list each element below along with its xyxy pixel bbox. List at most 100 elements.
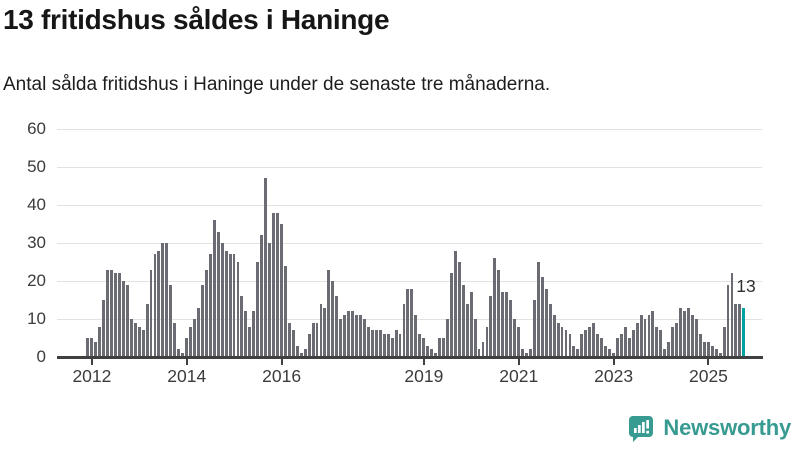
bar (311, 322, 315, 357)
bar (402, 303, 406, 357)
bar (276, 212, 279, 357)
x-axis-tick (422, 359, 425, 365)
bar (114, 273, 117, 357)
bar (106, 269, 109, 357)
bar (343, 315, 347, 357)
bar (98, 326, 102, 357)
bar (94, 341, 98, 357)
bar (137, 326, 141, 357)
bar (722, 326, 726, 357)
bar (394, 330, 398, 357)
bar (347, 311, 351, 357)
y-axis-tick-label: 30 (27, 233, 46, 252)
gridline-layer (57, 128, 762, 357)
bar (244, 311, 248, 357)
bar (493, 258, 497, 357)
bar (525, 353, 528, 357)
bar (548, 303, 552, 357)
bar (165, 243, 169, 357)
bar (528, 349, 532, 357)
y-axis-tick-label: 20 (27, 271, 46, 290)
bar (544, 288, 548, 357)
bar (189, 326, 192, 357)
bar (655, 326, 659, 357)
bar (485, 326, 489, 357)
x-axis-tick-label: 2014 (167, 366, 207, 386)
gridline (57, 318, 762, 320)
bar (295, 345, 299, 357)
bar (291, 330, 295, 357)
bar (335, 296, 339, 357)
bar (623, 326, 627, 357)
bar (102, 300, 106, 357)
bar (390, 338, 394, 357)
bar (580, 334, 584, 357)
bar (410, 288, 414, 357)
bar (303, 349, 307, 357)
bar (584, 330, 588, 357)
bar (426, 345, 430, 357)
bar (691, 315, 694, 357)
bar (521, 349, 524, 357)
bar (331, 281, 335, 357)
gridline (57, 242, 762, 244)
bar (564, 330, 568, 357)
bar (193, 319, 196, 357)
bar (513, 319, 517, 357)
bar (434, 353, 438, 357)
bar (714, 349, 718, 357)
bar (406, 288, 410, 357)
bar (560, 326, 564, 357)
bar (473, 319, 477, 357)
y-axis-tick-label: 60 (27, 119, 46, 138)
y-axis-tick-label: 0 (36, 347, 46, 366)
highlighted-bar (742, 307, 746, 357)
bar (536, 262, 540, 357)
x-axis-tick (707, 359, 710, 365)
bar (362, 319, 366, 357)
bar (224, 250, 228, 357)
bar (157, 250, 161, 357)
bar (177, 349, 181, 357)
bar (517, 326, 521, 357)
bar (280, 224, 283, 357)
bar (505, 292, 509, 357)
bar (659, 330, 663, 357)
bar (675, 322, 679, 357)
bar (509, 300, 513, 357)
x-axis-tick (517, 359, 520, 365)
bar (86, 338, 90, 357)
y-axis-tick-label: 40 (27, 195, 46, 214)
y-axis-tick-label: 10 (27, 309, 46, 328)
bar (141, 330, 145, 357)
bar (161, 243, 165, 357)
bar (738, 303, 742, 357)
bar (232, 254, 236, 357)
bar (627, 338, 631, 357)
bar (679, 307, 683, 357)
bar (240, 296, 244, 357)
bar (121, 281, 125, 357)
x-axis-tick-label: 2019 (404, 366, 444, 386)
bar (414, 315, 418, 357)
bar (256, 262, 260, 357)
bar (359, 315, 362, 357)
bar (264, 178, 268, 357)
bar (643, 319, 647, 357)
bar (430, 349, 434, 357)
bar (453, 250, 457, 357)
bar (125, 284, 129, 357)
page-title: 13 fritidshus såldes i Haninge (3, 4, 390, 35)
bar (370, 330, 374, 357)
x-axis-tick (280, 359, 283, 365)
gridline (57, 280, 762, 282)
bar (287, 322, 291, 357)
bar (268, 243, 272, 357)
bar (461, 284, 465, 357)
bar (351, 311, 355, 357)
bar (615, 338, 619, 357)
bar (726, 284, 730, 357)
bar (319, 303, 323, 357)
newsworthy-logo-icon (626, 413, 656, 443)
